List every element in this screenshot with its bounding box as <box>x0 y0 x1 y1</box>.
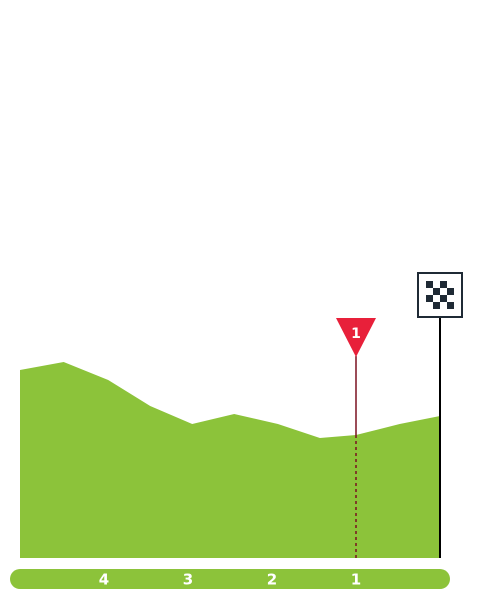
x-tick-label: 1 <box>351 571 361 589</box>
x-tick-label: 3 <box>183 571 193 589</box>
x-tick-label: 4 <box>99 571 109 589</box>
finish-flag <box>417 272 463 318</box>
profile-area <box>20 362 440 558</box>
marker-triangle <box>336 318 376 357</box>
x-tick-label: 2 <box>267 571 277 589</box>
flag-frame <box>417 272 463 318</box>
flag-checks <box>426 281 454 309</box>
marker-label: 1 <box>351 326 361 342</box>
km-bar <box>10 569 450 589</box>
